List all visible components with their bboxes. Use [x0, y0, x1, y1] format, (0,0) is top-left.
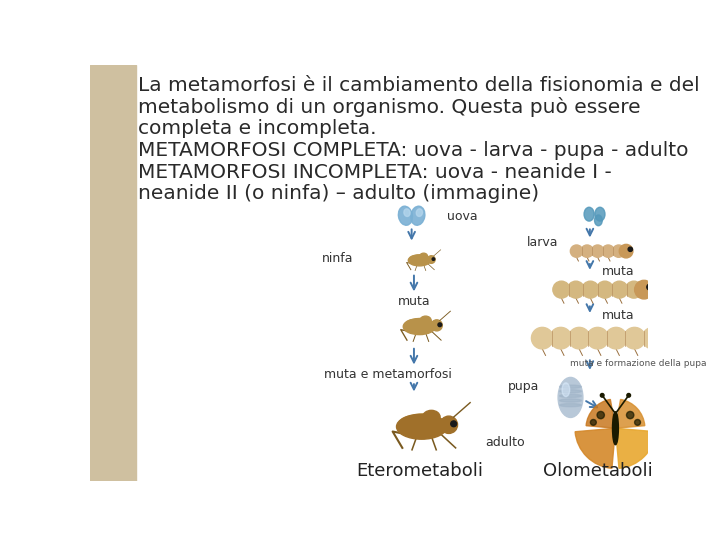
Circle shape	[591, 245, 604, 257]
Circle shape	[624, 327, 645, 349]
Circle shape	[613, 245, 625, 257]
Ellipse shape	[559, 394, 581, 397]
Ellipse shape	[400, 414, 440, 428]
Circle shape	[654, 326, 678, 350]
Circle shape	[570, 245, 582, 257]
Circle shape	[582, 281, 599, 298]
Circle shape	[432, 258, 435, 260]
Circle shape	[611, 281, 628, 298]
Text: larva: larva	[526, 236, 558, 249]
Ellipse shape	[584, 207, 594, 221]
Text: muta: muta	[601, 308, 634, 321]
Text: METAMORFOSI COMPLETA: uova - larva - pupa - adulto: METAMORFOSI COMPLETA: uova - larva - pup…	[138, 141, 688, 160]
Circle shape	[626, 411, 634, 418]
Circle shape	[581, 245, 593, 257]
Circle shape	[602, 245, 614, 257]
Ellipse shape	[562, 383, 570, 397]
Text: Olometaboli: Olometaboli	[543, 462, 652, 481]
Ellipse shape	[403, 319, 436, 335]
Wedge shape	[575, 428, 616, 468]
Ellipse shape	[558, 377, 583, 417]
Text: muta: muta	[397, 295, 431, 308]
Circle shape	[597, 411, 604, 418]
Ellipse shape	[431, 320, 442, 331]
Text: adulto: adulto	[485, 436, 524, 449]
Text: uova: uova	[446, 210, 477, 223]
Ellipse shape	[440, 416, 457, 434]
Circle shape	[634, 280, 653, 299]
Text: Eterometaboli: Eterometaboli	[356, 462, 483, 481]
Ellipse shape	[613, 412, 618, 445]
Circle shape	[647, 284, 653, 290]
Text: muta: muta	[601, 266, 634, 279]
Ellipse shape	[405, 319, 431, 327]
Circle shape	[670, 331, 677, 339]
Wedge shape	[616, 428, 656, 468]
Text: completa e incompleta.: completa e incompleta.	[138, 119, 377, 138]
Wedge shape	[586, 400, 616, 428]
Circle shape	[568, 327, 590, 349]
Ellipse shape	[559, 399, 581, 402]
Text: neanide II (o ninfa) – adulto (immagine): neanide II (o ninfa) – adulto (immagine)	[138, 184, 539, 203]
Text: metabolismo di un organismo. Questa può essere: metabolismo di un organismo. Questa può …	[138, 97, 641, 117]
Circle shape	[590, 420, 596, 426]
Circle shape	[550, 327, 572, 349]
Ellipse shape	[416, 209, 423, 217]
Ellipse shape	[420, 316, 431, 325]
Circle shape	[619, 245, 633, 258]
Ellipse shape	[559, 385, 581, 388]
Ellipse shape	[398, 206, 413, 225]
Circle shape	[596, 281, 613, 298]
Circle shape	[627, 394, 631, 397]
Ellipse shape	[559, 390, 581, 393]
Text: muta e metamorfosi: muta e metamorfosi	[325, 368, 452, 381]
Circle shape	[606, 327, 627, 349]
Ellipse shape	[408, 255, 431, 266]
Text: La metamorfosi è il cambiamento della fisionomia e del: La metamorfosi è il cambiamento della fi…	[138, 76, 700, 95]
Ellipse shape	[428, 256, 435, 264]
Text: muta e formazione della pupa: muta e formazione della pupa	[570, 359, 707, 368]
Circle shape	[600, 394, 604, 397]
Ellipse shape	[410, 255, 428, 261]
Text: pupa: pupa	[508, 380, 539, 393]
Circle shape	[587, 327, 608, 349]
Text: ninfa: ninfa	[322, 252, 354, 265]
Ellipse shape	[397, 414, 447, 439]
Circle shape	[634, 420, 641, 426]
Circle shape	[628, 247, 632, 252]
Text: METAMORFOSI INCOMPLETA: uova - neanide I -: METAMORFOSI INCOMPLETA: uova - neanide I…	[138, 163, 612, 181]
Ellipse shape	[595, 207, 605, 221]
Wedge shape	[616, 400, 645, 428]
Circle shape	[626, 281, 642, 298]
Ellipse shape	[559, 403, 581, 407]
Circle shape	[642, 327, 664, 349]
Ellipse shape	[595, 215, 602, 226]
Circle shape	[451, 421, 456, 427]
Circle shape	[438, 323, 441, 327]
Ellipse shape	[404, 209, 410, 217]
Bar	[90, 65, 136, 481]
Ellipse shape	[410, 206, 425, 225]
Ellipse shape	[420, 253, 428, 259]
Circle shape	[567, 281, 585, 298]
Circle shape	[531, 327, 553, 349]
Ellipse shape	[423, 410, 440, 424]
Circle shape	[553, 281, 570, 298]
